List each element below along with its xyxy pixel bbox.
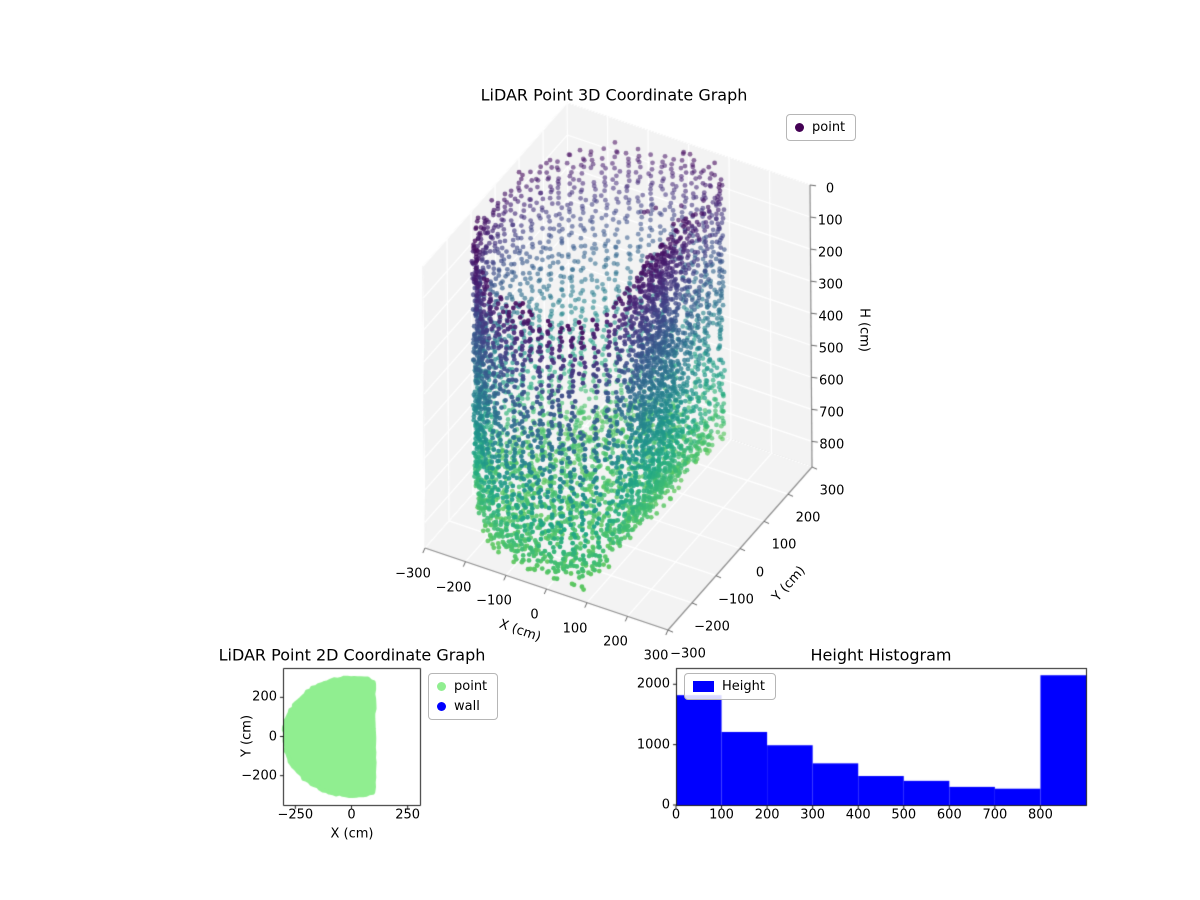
tick-label: −200 <box>241 768 277 784</box>
plot2d-yaxis-label: Y (cm) <box>239 714 255 758</box>
tick-label: 400 <box>845 807 871 823</box>
tick-label: 100 <box>562 621 588 637</box>
tick-label: −100 <box>476 593 512 609</box>
histogram-legend: Height <box>684 673 776 700</box>
wall-marker-icon <box>437 702 446 711</box>
tick-label: 1000 <box>636 737 670 753</box>
tick-label: 200 <box>795 510 821 526</box>
tick-label: 700 <box>982 807 1008 823</box>
plot2d-title: LiDAR Point 2D Coordinate Graph <box>218 645 486 665</box>
legend-item-point: point <box>795 120 845 135</box>
height-patch-icon <box>693 681 714 692</box>
tick-label: 300 <box>818 277 844 293</box>
tick-label: 200 <box>818 245 843 261</box>
plot3d-legend: point <box>786 114 857 141</box>
tick-label: −200 <box>694 619 730 635</box>
tick-label: −100 <box>718 592 754 608</box>
tick-label: 300 <box>800 807 826 823</box>
tick-label: 100 <box>817 213 843 229</box>
tick-label: 0 <box>347 807 356 823</box>
tick-label: 500 <box>818 341 844 357</box>
tick-label: 250 <box>395 807 421 823</box>
tick-label: 300 <box>643 648 669 664</box>
plot2d-canvas <box>275 660 428 813</box>
tick-label: 800 <box>1028 807 1053 823</box>
legend-item-point: point <box>437 679 487 694</box>
plot3d-zaxis-label: H (cm) <box>856 308 872 352</box>
tick-label: 500 <box>891 807 917 823</box>
tick-label: 0 <box>661 797 670 813</box>
histogram-title: Height Histogram <box>810 645 952 665</box>
tick-label: −300 <box>395 566 431 582</box>
tick-label: 300 <box>819 483 845 499</box>
plot2d-legend: point wall <box>428 673 499 720</box>
tick-label: 0 <box>671 807 681 823</box>
tick-label: 800 <box>819 437 845 453</box>
tick-label: −250 <box>277 807 314 823</box>
tick-label: 200 <box>603 634 628 650</box>
tick-label: 600 <box>818 373 844 389</box>
plot3d-canvas <box>360 90 920 665</box>
tick-label: −300 <box>670 646 706 662</box>
plot3d-title: LiDAR Point 3D Coordinate Graph <box>480 85 748 105</box>
tick-label: 400 <box>818 309 844 325</box>
tick-label: 0 <box>755 565 765 580</box>
tick-label: 200 <box>252 689 277 705</box>
legend-item-wall: wall <box>437 699 487 714</box>
tick-label: 200 <box>754 807 780 823</box>
legend-label: wall <box>454 699 480 714</box>
tick-label: 0 <box>825 181 835 197</box>
tick-label: 0 <box>530 607 539 623</box>
tick-label: 0 <box>268 729 277 744</box>
tick-label: −200 <box>435 580 472 596</box>
tick-label: 600 <box>936 807 962 823</box>
legend-label: point <box>812 120 846 135</box>
point-marker-icon <box>795 123 804 132</box>
legend-item-height: Height <box>693 679 765 694</box>
legend-label: point <box>454 679 488 694</box>
tick-label: 100 <box>709 807 734 823</box>
legend-label: Height <box>722 679 765 694</box>
tick-label: 700 <box>819 405 844 421</box>
tick-label: 100 <box>771 537 797 553</box>
point-marker-icon <box>437 682 446 691</box>
tick-label: 2000 <box>636 676 670 692</box>
plot2d-xaxis-label: X (cm) <box>330 826 374 842</box>
